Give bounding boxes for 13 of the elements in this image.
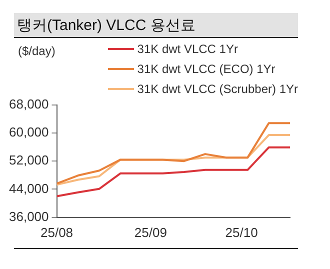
y-tick-label: 60,000 xyxy=(8,124,49,140)
y-tick-label: 68,000 xyxy=(8,96,49,112)
y-tick-label: 36,000 xyxy=(8,208,49,224)
y-tick-label: 52,000 xyxy=(8,152,49,168)
y-axis-title: ($/day) xyxy=(18,44,56,60)
legend-label: 31K dwt VLCC (ECO) 1Yr xyxy=(137,62,276,76)
legend-label: 31K dwt VLCC (Scrubber) 1Yr xyxy=(137,82,298,96)
x-tick-label: 25/08 xyxy=(40,224,74,240)
chart-title: 탱커(Tanker) VLCC 용선료 xyxy=(17,16,196,34)
y-tick-label: 44,000 xyxy=(8,180,49,196)
x-tick-label: 25/09 xyxy=(134,224,167,240)
x-tick-label: 25/10 xyxy=(225,224,258,240)
legend-label: 31K dwt VLCC 1Yr xyxy=(137,42,238,56)
